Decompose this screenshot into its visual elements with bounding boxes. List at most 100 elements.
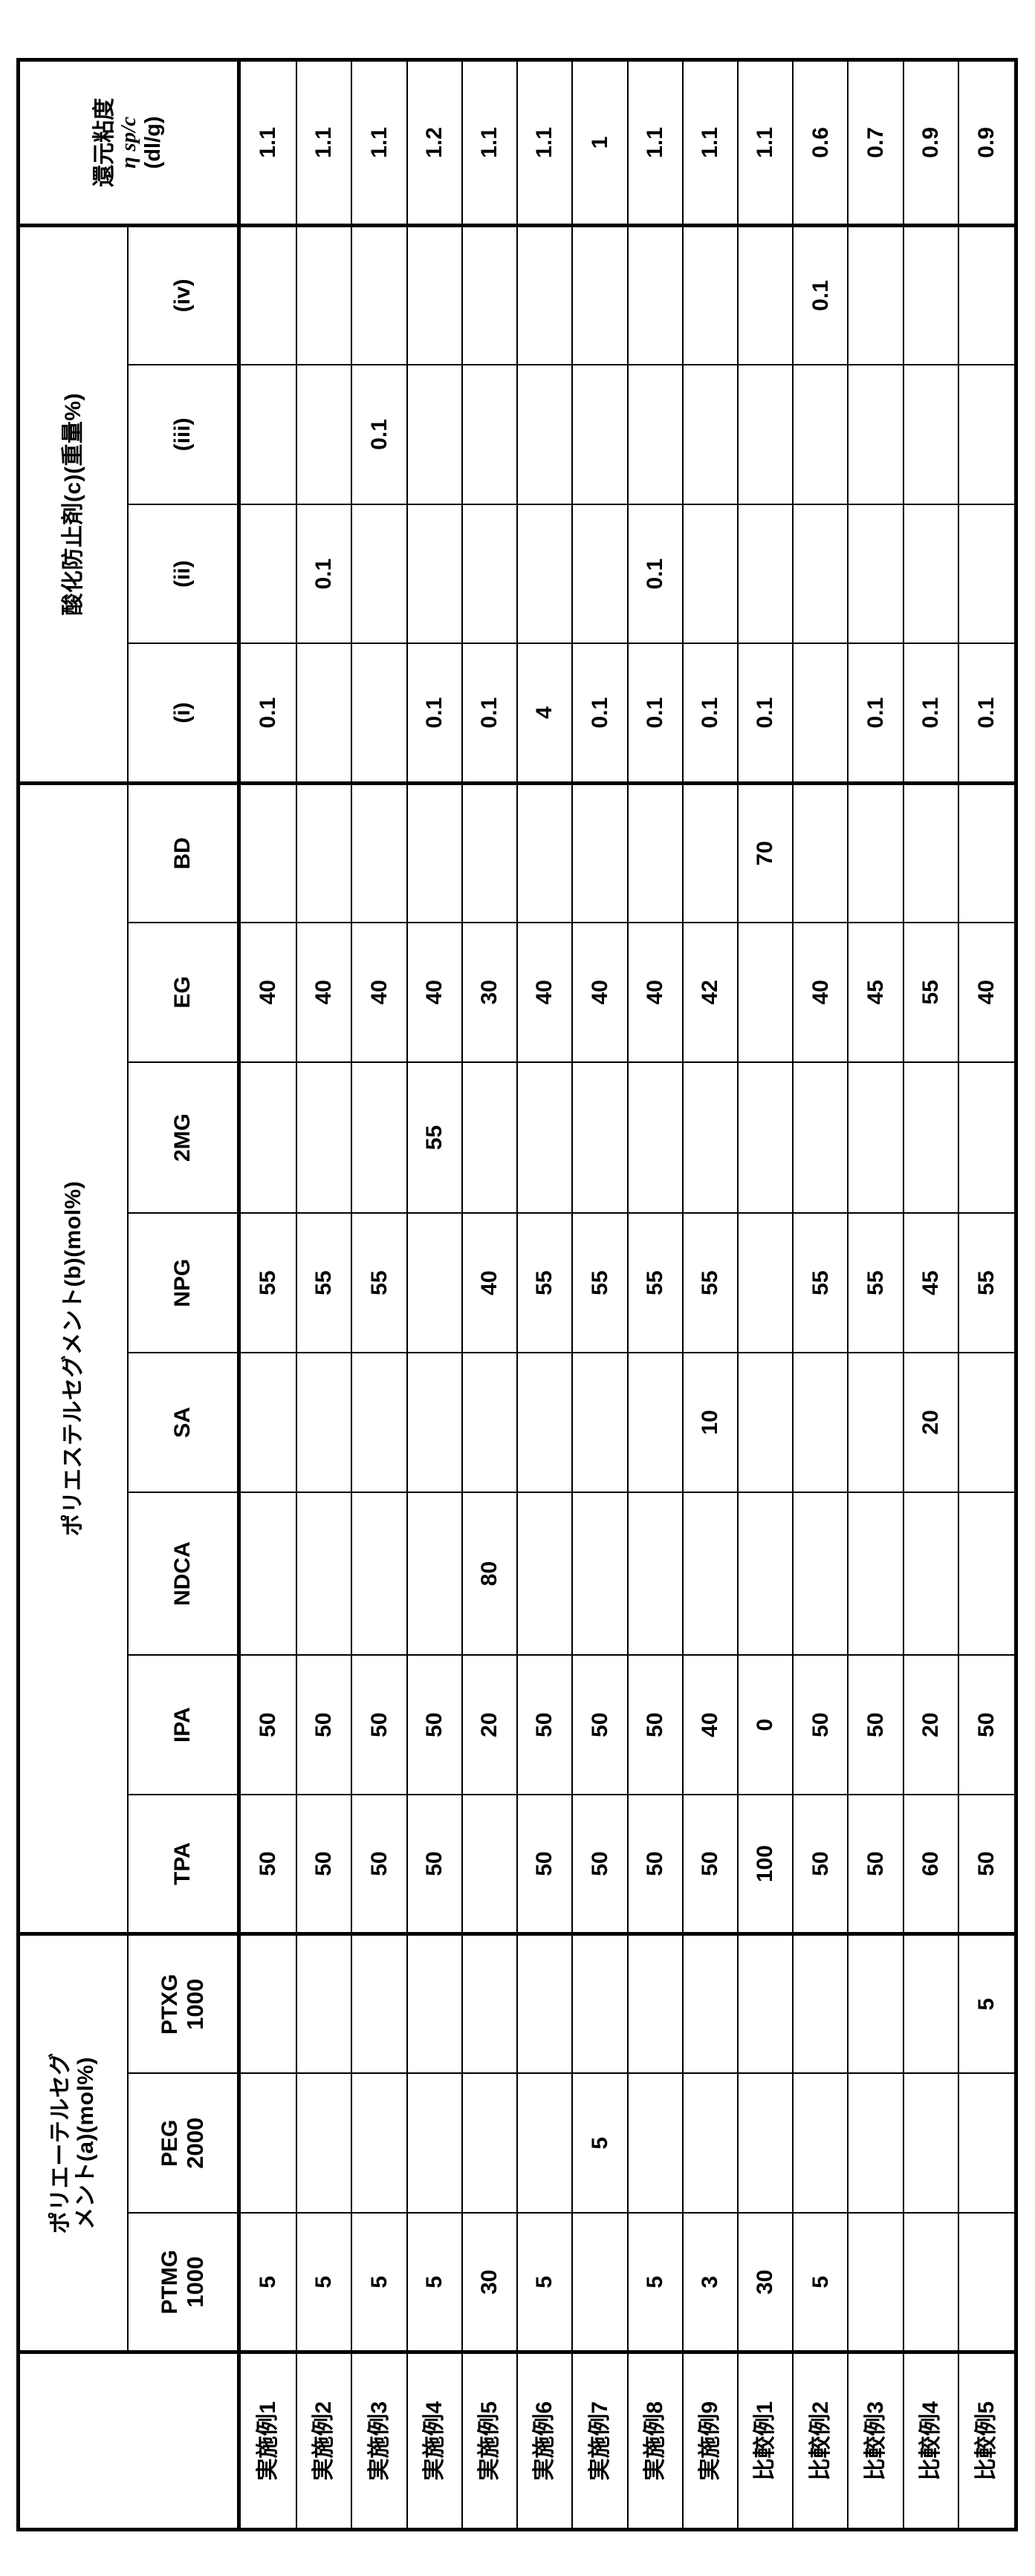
cell-aiii [462, 365, 517, 504]
cell-npg: 45 [903, 1213, 958, 1353]
cell-ndca [958, 1492, 1016, 1656]
column-header-ptmg-sub: 1000 [183, 2214, 209, 2350]
cell-aiii [239, 365, 296, 504]
cell-tpa [462, 1795, 517, 1934]
cell-bd [407, 783, 462, 923]
cell-eg: 45 [848, 923, 903, 1062]
cell-sa [848, 1353, 903, 1492]
cell-ptmg: 5 [351, 2213, 406, 2352]
cell-tpa: 50 [239, 1795, 296, 1934]
cell-bd [958, 783, 1016, 923]
cell-peg [683, 2073, 738, 2213]
column-header-antioxidant-ii: (ii) [128, 504, 239, 644]
cell-ndca [296, 1492, 351, 1656]
cell-eg: 30 [462, 923, 517, 1062]
cell-ipa: 50 [239, 1655, 296, 1795]
cell-aiii: 0.1 [351, 365, 406, 504]
cell-sa [738, 1353, 793, 1492]
cell-aii [517, 504, 572, 644]
column-header-ptmg: PTMG 1000 [128, 2213, 239, 2352]
cell-bd [793, 783, 848, 923]
cell-2mg [351, 1062, 406, 1214]
cell-ai: 0.1 [628, 643, 683, 783]
group-header-antioxidant: 酸化防止剤(c)(重量%) [19, 225, 128, 783]
cell-ai: 0.1 [738, 643, 793, 783]
cell-aii [903, 504, 958, 644]
table-row: 実施例45505055400.11.2 [407, 60, 462, 2530]
cell-ptmg: 5 [793, 2213, 848, 2352]
column-header-peg-label: PEG [158, 2120, 182, 2167]
cell-ptmg [848, 2213, 903, 2352]
cell-aii [738, 504, 793, 644]
column-header-antioxidant-iv: (iv) [128, 225, 239, 365]
row-label-cell: 実施例9 [683, 2352, 738, 2530]
cell-ai: 4 [517, 643, 572, 783]
cell-peg [903, 2073, 958, 2213]
cell-sa: 10 [683, 1353, 738, 1492]
cell-aiv [517, 225, 572, 365]
cell-ipa: 50 [572, 1655, 627, 1795]
cell-eg: 40 [793, 923, 848, 1062]
cell-ptxg [903, 1934, 958, 2074]
cell-peg: 5 [572, 2073, 627, 2213]
column-header-peg-sub: 2000 [183, 2074, 209, 2212]
cell-ai [351, 643, 406, 783]
cell-ai [793, 643, 848, 783]
viscosity-header-line1: 還元粘度 [92, 98, 117, 187]
cell-ptxg [848, 1934, 903, 2074]
cell-ptxg [793, 1934, 848, 2074]
cell-2mg [628, 1062, 683, 1214]
cell-2mg [239, 1062, 296, 1214]
cell-ndca [407, 1492, 462, 1656]
cell-aiii [958, 365, 1016, 504]
cell-aii [793, 504, 848, 644]
column-header-ptxg: PTXG 1000 [128, 1934, 239, 2074]
cell-eg: 40 [517, 923, 572, 1062]
cell-ptmg: 3 [683, 2213, 738, 2352]
table-row: 比較例55505055400.10.9 [958, 60, 1016, 2530]
cell-ipa: 20 [903, 1655, 958, 1795]
corner-cell [19, 2352, 239, 2530]
cell-sa [407, 1353, 462, 1492]
table-row: 比較例3505055450.10.7 [848, 60, 903, 2530]
cell-npg: 55 [239, 1213, 296, 1353]
cell-aiv [848, 225, 903, 365]
patent-table-frame: ポリエーテルセグ メント(a)(mol%) ポリエステルセグメント(b)(mol… [16, 58, 1018, 2531]
cell-bd [517, 783, 572, 923]
rotated-page-wrapper: ポリエーテルセグ メント(a)(mol%) ポリエステルセグメント(b)(mol… [0, 0, 1035, 2576]
cell-ptxg [738, 1934, 793, 2074]
cell-aiv [351, 225, 406, 365]
cell-eg: 40 [407, 923, 462, 1062]
cell-tpa: 50 [628, 1795, 683, 1934]
cell-ptmg: 5 [239, 2213, 296, 2352]
group-header-row: ポリエーテルセグ メント(a)(mol%) ポリエステルセグメント(b)(mol… [19, 60, 128, 2530]
cell-ai: 0.1 [407, 643, 462, 783]
group-header-polyether-line2: メント(a)(mol%) [74, 1936, 99, 2350]
cell-ndca: 80 [462, 1492, 517, 1656]
cell-eg [738, 923, 793, 1062]
row-label-cell: 実施例7 [572, 2352, 627, 2530]
cell-sa [572, 1353, 627, 1492]
cell-ndca [351, 1492, 406, 1656]
column-header-antioxidant-iii: (iii) [128, 365, 239, 504]
cell-visc: 0.9 [958, 60, 1016, 226]
cell-tpa: 50 [296, 1795, 351, 1934]
table-row: 実施例85505055400.10.11.1 [628, 60, 683, 2530]
cell-2mg [683, 1062, 738, 1214]
cell-bd [903, 783, 958, 923]
cell-aiv [738, 225, 793, 365]
cell-ipa: 40 [683, 1655, 738, 1795]
cell-bd [296, 783, 351, 923]
table-row: 実施例35505055400.11.1 [351, 60, 406, 2530]
cell-sa [793, 1353, 848, 1492]
cell-eg: 40 [239, 923, 296, 1062]
column-header-bd: BD [128, 783, 239, 923]
cell-aiii [683, 365, 738, 504]
row-label-cell: 実施例1 [239, 2352, 296, 2530]
cell-visc: 1.1 [351, 60, 406, 226]
row-label-cell: 実施例2 [296, 2352, 351, 2530]
row-label-cell: 比較例5 [958, 2352, 1016, 2530]
cell-ndca [793, 1492, 848, 1656]
group-header-polyether: ポリエーテルセグ メント(a)(mol%) [19, 1934, 128, 2352]
cell-visc: 1.1 [683, 60, 738, 226]
